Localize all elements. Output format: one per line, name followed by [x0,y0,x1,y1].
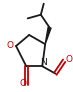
Text: O: O [20,79,27,88]
Text: O: O [6,41,13,50]
Polygon shape [45,27,51,44]
Text: O: O [65,55,72,64]
Text: N: N [40,58,47,67]
